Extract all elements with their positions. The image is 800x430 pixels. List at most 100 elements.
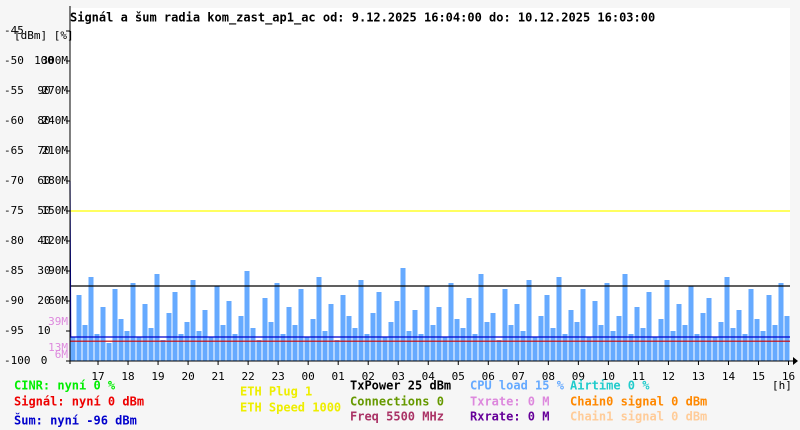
- y2-tick-label: 40: [37, 234, 50, 247]
- y2-tick-label: 50: [37, 204, 50, 217]
- cpu-bar: [568, 310, 574, 361]
- y3-tick-label: 270M: [42, 84, 69, 97]
- y-tick-label: -65: [4, 144, 24, 157]
- cpu-bar: [106, 343, 112, 361]
- cpu-bar: [622, 274, 628, 361]
- y3-marker-label: 13M: [48, 341, 68, 354]
- cpu-bar: [136, 337, 142, 361]
- cpu-bar: [784, 316, 790, 361]
- legend-entry: Airtime 0 %: [570, 379, 650, 393]
- cpu-bar: [112, 289, 118, 361]
- cpu-bar: [346, 316, 352, 361]
- cpu-bar: [538, 316, 544, 361]
- y2-tick-label: 60: [37, 174, 50, 187]
- legend-entry: Šum: nyní -96 dBm: [14, 413, 137, 428]
- cpu-bar: [376, 292, 382, 361]
- cpu-bar: [358, 280, 364, 361]
- legend-entry: ETH Speed 1000: [240, 401, 341, 415]
- x-tick-label: 09: [572, 370, 585, 383]
- cpu-bar: [604, 283, 610, 361]
- cpu-bar: [676, 304, 682, 361]
- cpu-bar: [472, 334, 478, 361]
- x-tick-label: 15: [752, 370, 765, 383]
- y3-tick-label: 300M: [42, 54, 69, 67]
- cpu-bar: [76, 295, 82, 361]
- cpu-bar: [418, 334, 424, 361]
- cpu-bar: [502, 289, 508, 361]
- cpu-bar: [448, 283, 454, 361]
- cpu-bar: [508, 325, 514, 361]
- cpu-bar: [328, 304, 334, 361]
- cpu-bar: [460, 328, 466, 361]
- cpu-bar: [430, 325, 436, 361]
- cpu-bar: [256, 340, 262, 361]
- cpu-bar: [250, 328, 256, 361]
- y3-marker-label: 6M: [55, 348, 69, 361]
- y2-tick-label: 30: [37, 264, 50, 277]
- y-tick-label: -85: [4, 264, 24, 277]
- chart-title: Signál a šum radia kom_zast_ap1_ac od: 9…: [70, 11, 655, 26]
- cpu-bar: [220, 325, 226, 361]
- cpu-bar: [532, 337, 538, 361]
- legend-entry: Rxrate: 0 M: [470, 410, 549, 424]
- y-tick-label: -55: [4, 84, 24, 97]
- cpu-bar: [424, 286, 430, 361]
- y3-tick-label: 240M: [42, 114, 69, 127]
- cpu-bar: [364, 334, 370, 361]
- cpu-bar: [154, 274, 160, 361]
- x-tick-label: 23: [272, 370, 285, 383]
- cpu-bar: [406, 331, 412, 361]
- x-tick-label: 02: [362, 370, 375, 383]
- legend-entry: CPU load 15 %: [470, 379, 565, 393]
- x-tick-label: 21: [211, 370, 224, 383]
- cpu-bar: [688, 286, 694, 361]
- cpu-bar: [544, 295, 550, 361]
- cpu-bar: [160, 340, 166, 361]
- cpu-bar: [298, 289, 304, 361]
- cpu-bar: [592, 301, 598, 361]
- y3-tick-label: 150M: [42, 204, 69, 217]
- cpu-bar: [94, 334, 100, 361]
- x-tick-label: 11: [632, 370, 645, 383]
- x-tick-label: 13: [692, 370, 705, 383]
- legend-entry: ETH Plug 1: [240, 385, 312, 399]
- y3-tick-label: 180M: [42, 174, 69, 187]
- cpu-bar: [118, 319, 124, 361]
- cpu-bar: [616, 316, 622, 361]
- legend-entry: Freq 5500 MHz: [350, 410, 444, 424]
- y-tick-label: -50: [4, 54, 24, 67]
- cpu-bar: [586, 337, 592, 361]
- cpu-bar: [190, 280, 196, 361]
- legend-entry: Chain0 signal 0 dBm: [570, 395, 707, 409]
- y2-tick-label: 80: [37, 114, 50, 127]
- y2-tick-label: 20: [37, 294, 50, 307]
- x-tick-label: 08: [542, 370, 555, 383]
- cpu-bar: [226, 301, 232, 361]
- cpu-bar: [682, 325, 688, 361]
- x-axis-arrow: [793, 357, 798, 365]
- cpu-bar: [352, 328, 358, 361]
- cpu-bar: [556, 277, 562, 361]
- legend-entry: Txrate: 0 M: [470, 395, 549, 409]
- y-tick-label: -95: [4, 324, 24, 337]
- y-tick-label: -45: [4, 24, 24, 37]
- y3-tick-label: 210M: [42, 144, 69, 157]
- cpu-bar: [148, 328, 154, 361]
- cpu-bar: [646, 292, 652, 361]
- x-tick-label: 22: [241, 370, 254, 383]
- cpu-bar: [670, 331, 676, 361]
- cpu-bar: [286, 307, 292, 361]
- cpu-bar: [754, 319, 760, 361]
- cpu-bar: [316, 277, 322, 361]
- cpu-bar: [694, 334, 700, 361]
- cpu-bar: [766, 295, 772, 361]
- x-axis-label: [h]: [772, 379, 792, 392]
- cpu-bar: [322, 331, 328, 361]
- x-tick-label: 20: [181, 370, 194, 383]
- cpu-bar: [340, 295, 346, 361]
- cpu-bar: [496, 340, 502, 361]
- cpu-bar: [526, 280, 532, 361]
- plot-area: [70, 8, 790, 361]
- legend-entry: TxPower 25 dBm: [350, 379, 451, 393]
- cpu-bar: [562, 334, 568, 361]
